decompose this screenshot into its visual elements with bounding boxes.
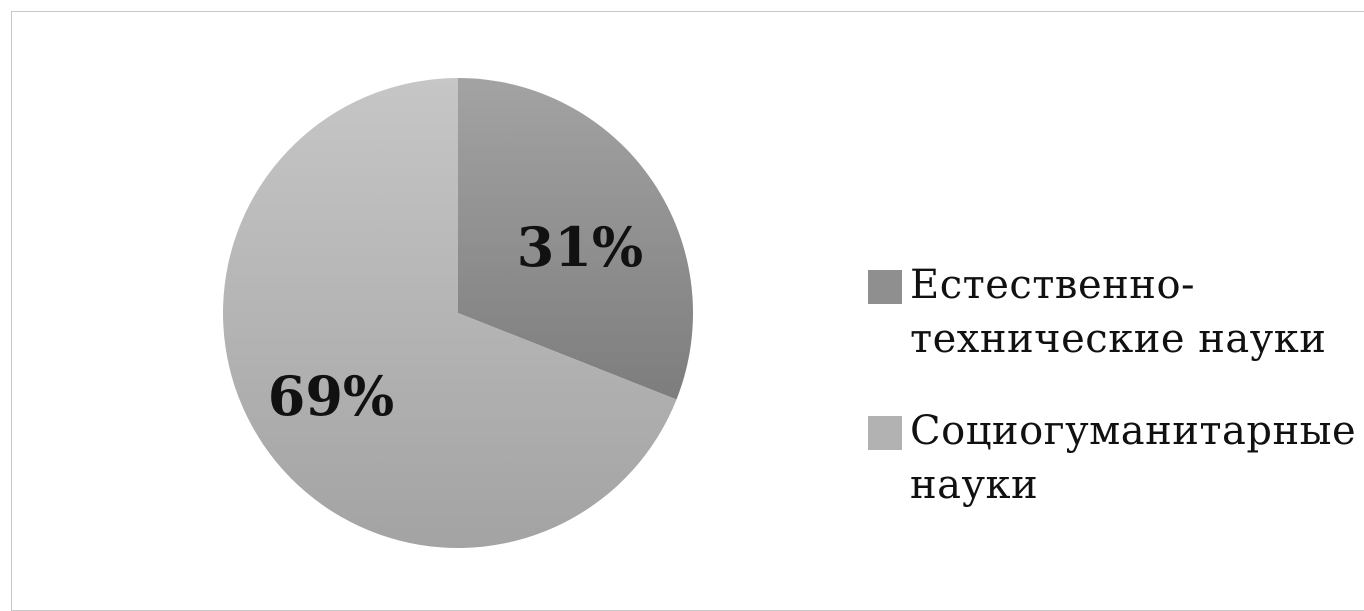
legend-item-natural-technical: Естественно- технические науки (868, 258, 1358, 366)
legend-label-socio-humanitarian: Социогуманитарные науки (910, 404, 1358, 512)
legend: Естественно- технические науки Социогума… (868, 258, 1358, 550)
data-label-socio-humanitarian: 69% (268, 364, 394, 428)
legend-label-line: науки (910, 462, 1039, 508)
legend-label-line: Социогуманитарные (910, 408, 1357, 454)
slice-socio-humanitarian (223, 78, 677, 548)
slice-natural-technical (458, 78, 693, 400)
legend-swatch-socio-humanitarian (868, 416, 902, 450)
legend-item-socio-humanitarian: Социогуманитарные науки (868, 404, 1358, 512)
legend-label-natural-technical: Естественно- технические науки (910, 258, 1358, 366)
legend-label-line: Естественно- (910, 262, 1196, 308)
legend-swatch-natural-technical (868, 270, 902, 304)
legend-label-line: технические науки (910, 316, 1327, 362)
data-label-natural-technical: 31% (517, 215, 643, 279)
